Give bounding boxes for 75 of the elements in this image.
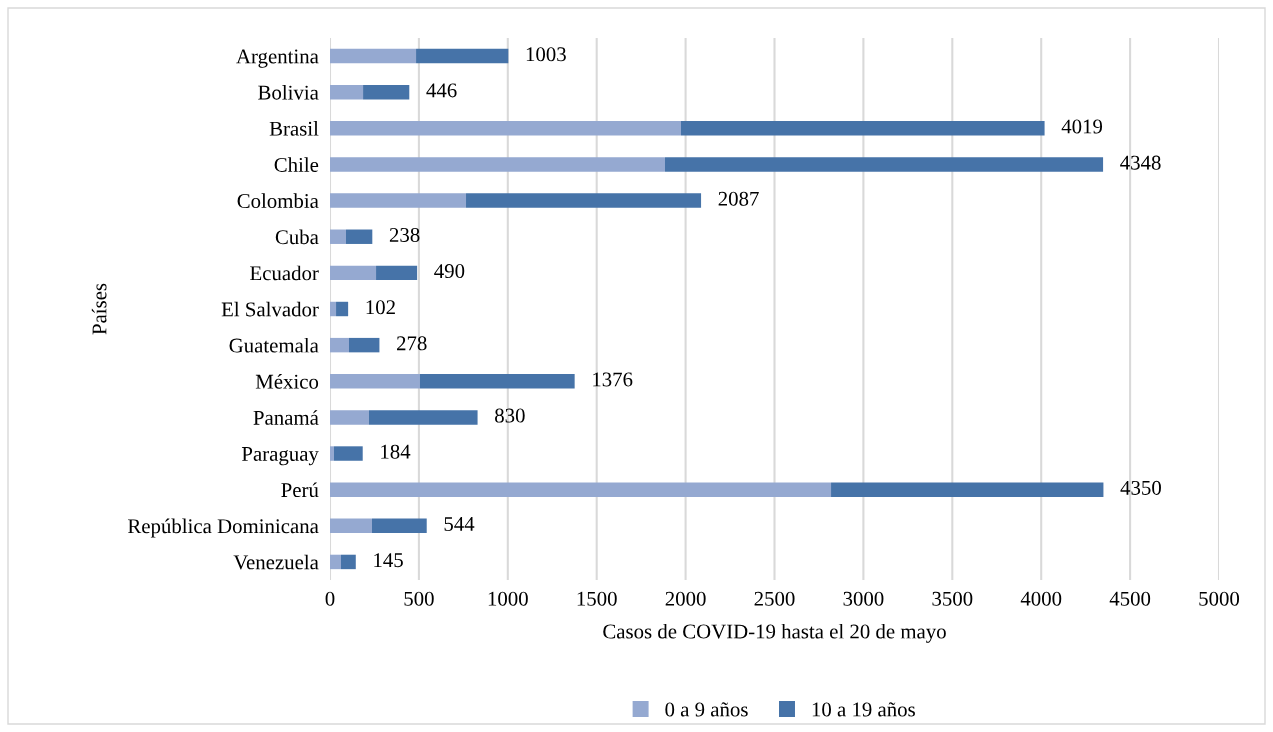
legend-label: 10 a 19 años: [812, 702, 915, 717]
x-tick-label: 3500: [932, 591, 973, 606]
y-tick-label: Perú: [281, 482, 319, 498]
x-tick-label: 4500: [1109, 591, 1151, 606]
x-tick-label: 5000: [1199, 591, 1240, 606]
bar: [330, 554, 342, 570]
bar: [419, 374, 575, 389]
total-label: 145: [374, 553, 403, 568]
total-label: 1003: [526, 47, 566, 62]
x-tick-label: 3000: [843, 591, 884, 606]
total-label: 2087: [718, 191, 759, 206]
bar: [330, 337, 350, 353]
bar: [680, 121, 1045, 136]
bar: [330, 265, 377, 281]
bar: [466, 193, 702, 208]
total-label: 544: [444, 517, 475, 532]
x-tick-label: 500: [404, 591, 434, 606]
x-tick-label: 4000: [1020, 591, 1062, 606]
y-tick-label: Colombia: [237, 193, 319, 209]
y-tick-label: México: [255, 374, 319, 389]
y-axis-title: Países: [91, 283, 107, 335]
bar: [330, 48, 417, 64]
total-label: 4350: [1120, 480, 1161, 495]
bar: [363, 84, 410, 100]
y-tick-label: Guatemala: [229, 337, 319, 353]
y-tick-label: Venezuela: [233, 554, 319, 570]
y-tick-label: Paraguay: [241, 447, 319, 466]
y-tick-label: Ecuador: [250, 265, 319, 281]
x-tick-label: 1000: [488, 591, 528, 606]
total-label: 446: [426, 83, 457, 98]
bar: [330, 446, 334, 461]
bar: [330, 121, 681, 136]
bar: [330, 410, 369, 425]
bar: [330, 84, 364, 100]
bar: [368, 410, 478, 425]
total-label: 238: [389, 227, 420, 242]
y-tick-label: República Dominicana: [127, 518, 319, 538]
total-label: 830: [495, 408, 525, 423]
bar: [831, 482, 1104, 497]
bar: [346, 229, 373, 244]
total-label: 184: [381, 444, 411, 459]
bar: [330, 301, 337, 317]
x-tick-label: 1500: [577, 591, 617, 606]
bar: [376, 265, 418, 281]
bar: [330, 374, 420, 389]
y-tick-label: Bolivia: [258, 84, 319, 100]
y-tick-label: Brasil: [269, 121, 319, 136]
bar: [336, 301, 349, 317]
y-tick-label: Panamá: [253, 410, 319, 425]
total-label: 1376: [593, 372, 633, 387]
bar: [349, 337, 380, 353]
total-label: 4348: [1120, 155, 1161, 170]
y-tick-label: El Salvador: [221, 301, 319, 317]
x-axis-title: Casos de COVID-19 hasta el 20 de mayo: [603, 623, 946, 643]
y-tick-label: Argentina: [236, 49, 319, 68]
legend-label: 0 a 9 años: [665, 702, 748, 717]
x-tick-label: 0: [325, 591, 335, 606]
bar: [664, 157, 1104, 172]
x-tick-label: 2000: [665, 591, 706, 606]
bar: [330, 482, 832, 497]
bar: [371, 518, 427, 534]
bar: [341, 554, 356, 570]
y-tick-label: Cuba: [275, 229, 319, 245]
bar: [330, 157, 665, 172]
bar: [416, 48, 509, 64]
x-tick-label: 2500: [754, 591, 795, 606]
bar: [330, 193, 467, 208]
total-label: 490: [434, 264, 465, 279]
bar: [333, 446, 363, 461]
total-label: 4019: [1061, 119, 1103, 134]
total-label: 278: [397, 336, 427, 351]
bar: [330, 518, 372, 534]
bar: [330, 229, 346, 244]
total-label: 102: [366, 300, 395, 315]
y-tick-label: Chile: [274, 157, 319, 172]
